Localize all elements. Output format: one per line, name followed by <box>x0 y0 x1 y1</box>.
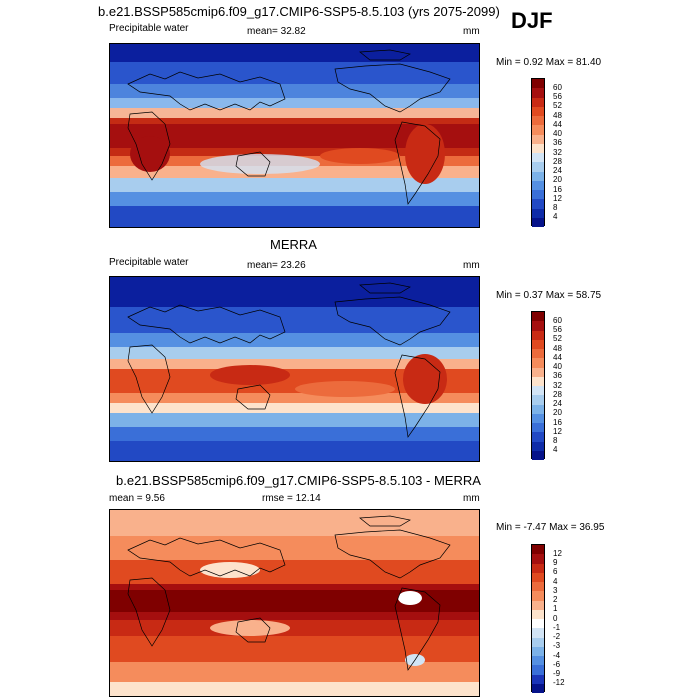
panel2-tick: 36 <box>553 371 562 380</box>
panel2-variable: Precipitable water <box>109 257 189 268</box>
panel3-tick: 6 <box>553 567 558 576</box>
panel1-tick: 12 <box>553 194 562 203</box>
panel2-tick: 32 <box>553 381 562 390</box>
panel1-minmax: Min = 0.92 Max = 81.40 <box>496 57 602 68</box>
panel1-tick: 4 <box>553 212 558 221</box>
panel1-units: mm <box>463 26 480 37</box>
panel1-tick: 32 <box>553 148 562 157</box>
panel3-minmax: Min = -7.47 Max = 36.95 <box>496 522 605 533</box>
panel1-colorbar <box>531 78 545 227</box>
panel3-tick: -9 <box>553 669 561 678</box>
panel1-map-field <box>110 44 479 227</box>
panel2-tick: 40 <box>553 362 562 371</box>
panel2-tick: 56 <box>553 325 562 334</box>
panel1-tick: 16 <box>553 185 562 194</box>
season-label: DJF <box>511 8 553 33</box>
panel1-tick: 60 <box>553 83 562 92</box>
panel3-tick: -3 <box>553 641 561 650</box>
panel1-tick: 8 <box>553 203 558 212</box>
panel2-tick: 60 <box>553 316 562 325</box>
panel1-tick: 24 <box>553 166 562 175</box>
panel1-tick: 48 <box>553 111 562 120</box>
panel2-tick: 8 <box>553 436 558 445</box>
panel2-tick: 24 <box>553 399 562 408</box>
panel2-tick: 44 <box>553 353 562 362</box>
panel3-mean: mean = 9.56 <box>109 493 165 504</box>
panel3-map <box>109 509 480 697</box>
panel1-tick: 40 <box>553 129 562 138</box>
panel3-tick: -1 <box>553 623 561 632</box>
panel1-tick: 20 <box>553 175 562 184</box>
panel3-tick: -6 <box>553 660 561 669</box>
panel3-tick: -4 <box>553 651 561 660</box>
panel3-colorbar <box>531 544 545 693</box>
panel2-mean: mean= 23.26 <box>247 260 306 271</box>
panel2-tick: 12 <box>553 427 562 436</box>
panel3-tick: -2 <box>553 632 561 641</box>
panel1-tick: 56 <box>553 92 562 101</box>
panel1-variable: Precipitable water <box>109 23 189 34</box>
panel2-units: mm <box>463 260 480 271</box>
panel2-map <box>109 276 480 462</box>
panel3-rmse: rmse = 12.14 <box>262 493 321 504</box>
panel1-tick: 44 <box>553 120 562 129</box>
panel3-tick: 2 <box>553 595 558 604</box>
panel3-title: b.e21.BSSP585cmip6.f09_g17.CMIP6-SSP5-8.… <box>116 473 481 488</box>
panel3-tick: -12 <box>553 678 565 687</box>
panel2-tick: 52 <box>553 334 562 343</box>
panel3-tick: 3 <box>553 586 558 595</box>
panel2-map-field <box>110 277 479 461</box>
panel1-tick: 52 <box>553 101 562 110</box>
panel2-tick: 28 <box>553 390 562 399</box>
panel2-tick: 16 <box>553 418 562 427</box>
panel3-units: mm <box>463 493 480 504</box>
panel3-tick: 0 <box>553 614 558 623</box>
panel3-map-field <box>110 510 479 696</box>
panel2-tick: 4 <box>553 445 558 454</box>
panel2-tick: 48 <box>553 344 562 353</box>
panel3-tick: 12 <box>553 549 562 558</box>
panel1-tick: 36 <box>553 138 562 147</box>
panel1-tick: 28 <box>553 157 562 166</box>
panel1-map <box>109 43 480 228</box>
panel2-tick: 20 <box>553 408 562 417</box>
panel3-tick: 4 <box>553 577 558 586</box>
panel2-colorbar <box>531 311 545 460</box>
panel2-title: MERRA <box>270 237 317 252</box>
panel2-minmax: Min = 0.37 Max = 58.75 <box>496 290 602 301</box>
panel3-tick: 9 <box>553 558 558 567</box>
panel3-tick: 1 <box>553 604 558 613</box>
main-title: b.e21.BSSP585cmip6.f09_g17.CMIP6-SSP5-8.… <box>98 4 500 19</box>
panel1-mean: mean= 32.82 <box>247 26 306 37</box>
